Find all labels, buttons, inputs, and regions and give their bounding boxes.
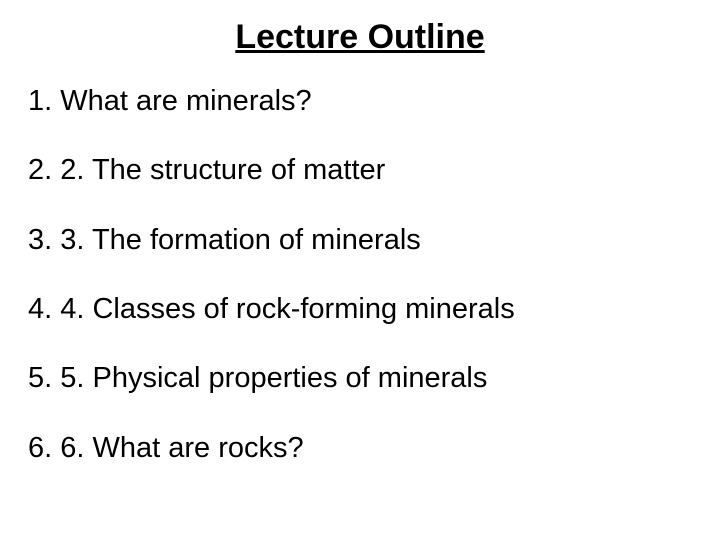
slide-title: Lecture Outline (28, 18, 692, 57)
outline-item-2: 2. 2. The structure of matter (28, 154, 692, 187)
outline-item-4: 4. 4. Classes of rock-forming minerals (28, 293, 692, 326)
outline-item-5: 5. 5. Physical properties of minerals (28, 362, 692, 395)
outline-item-1: 1. What are minerals? (28, 85, 692, 118)
outline-item-6: 6. 6. What are rocks? (28, 432, 692, 465)
slide: Lecture Outline 1. What are minerals? 2.… (0, 0, 720, 540)
outline-item-3: 3. 3. The formation of minerals (28, 224, 692, 257)
